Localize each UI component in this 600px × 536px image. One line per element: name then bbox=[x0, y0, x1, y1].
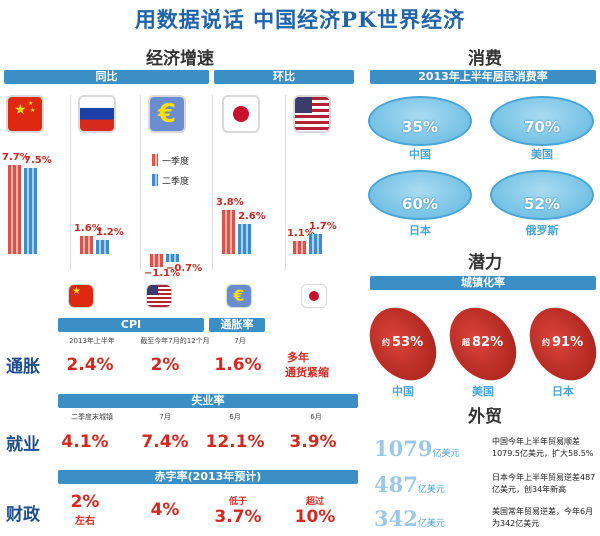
eu-deficit: 低于 3.7% bbox=[214, 497, 262, 527]
china-flag-icon: ★ ★ ★ bbox=[6, 95, 44, 133]
trade-row-china: 1079亿美元 中国今年上半年贸易顺差1079.5亿美元，扩大58.5% bbox=[374, 436, 598, 466]
us-employment-period: 7月 bbox=[159, 413, 171, 421]
us-consumption-label: 美国 bbox=[531, 148, 553, 161]
growth-bar-5-q1 bbox=[293, 241, 306, 254]
growth-bar-2-q2 bbox=[96, 240, 109, 254]
growth-heading: 经济增速 bbox=[146, 49, 214, 69]
china-flag-small-icon: ★ bbox=[68, 284, 94, 308]
growth-bar-1-q1 bbox=[8, 165, 21, 254]
eu-inflation-value: 1.6% bbox=[214, 355, 262, 375]
legend-q1-swatch bbox=[152, 154, 158, 166]
us-urbanization-value: 超 82% bbox=[462, 335, 504, 350]
cpi-header: CPI bbox=[58, 318, 204, 332]
usa-flag-icon bbox=[293, 95, 331, 133]
growth-value-3-q1: −1.1% bbox=[144, 267, 181, 279]
fiscal-row-label: 财政 bbox=[6, 505, 40, 525]
japan-urbanization-value: 约 91% bbox=[542, 335, 584, 350]
japan-flag-small-icon bbox=[301, 284, 327, 308]
china-consumption-label: 中国 bbox=[409, 148, 431, 161]
growth-value-5-q1: 1.1% bbox=[287, 228, 315, 240]
china-cpi-period: 2013年上半年 bbox=[69, 337, 115, 345]
growth-value-2-q2: 1.2% bbox=[96, 227, 124, 239]
usa-flag-small-icon bbox=[146, 284, 172, 308]
japan-deficit: 超过 10% bbox=[294, 497, 336, 527]
urbanization-subheader: 城镇化率 bbox=[370, 276, 596, 290]
euro-flag-icon: € bbox=[148, 95, 186, 133]
growth-bar-4-q2 bbox=[238, 224, 251, 254]
china-consumption-disc bbox=[368, 96, 472, 146]
trade-value: 1079 bbox=[374, 436, 433, 461]
japan-consumption-pct: 60% bbox=[402, 195, 438, 213]
trade-value: 342 bbox=[374, 506, 418, 531]
potential-heading: 潜力 bbox=[468, 253, 502, 273]
employment-row-label: 就业 bbox=[6, 435, 40, 455]
growth-bar-1-q2 bbox=[24, 167, 37, 254]
tab-qoq: 环比 bbox=[214, 70, 354, 84]
trade-desc: 美国常年贸易逆差，今年6月为342亿美元 bbox=[492, 507, 594, 528]
growth-value-1-q1: 7.7% bbox=[2, 152, 30, 164]
us-deficit-value: 4% bbox=[150, 500, 180, 520]
inflation-rate-header: 通胀率 bbox=[209, 318, 265, 332]
legend-q2-label: 二季度 bbox=[162, 177, 190, 187]
eu-unemployment-value: 12.1% bbox=[205, 432, 265, 452]
us-unemployment-value: 7.4% bbox=[141, 432, 189, 452]
growth-bar-5-q2 bbox=[309, 234, 322, 254]
trade-desc: 日本今年上半年贸易逆差487亿美元，创34年新高 bbox=[492, 473, 596, 494]
legend-q2-swatch bbox=[152, 174, 158, 186]
growth-bar-4-q1 bbox=[222, 210, 235, 254]
page-title: 用数据说话 中国经济PK世界经济 bbox=[134, 7, 466, 32]
growth-bar-3-q1 bbox=[150, 254, 163, 267]
growth-value-4-q1: 3.8% bbox=[216, 197, 244, 209]
growth-value-2-q1: 1.6% bbox=[74, 222, 102, 234]
unemployment-header: 失业率 bbox=[58, 394, 358, 408]
eu-employment-period: 6月 bbox=[229, 413, 241, 421]
japan-consumption-label: 日本 bbox=[409, 224, 431, 237]
growth-bar-2-q1 bbox=[80, 235, 93, 254]
tab-yoy: 同比 bbox=[4, 70, 209, 84]
trade-unit: 亿美元 bbox=[432, 449, 460, 459]
japan-inflation-note: 多年 通货紧缩 bbox=[285, 351, 329, 379]
deficit-header: 赤字率(2013年预计) bbox=[58, 470, 358, 484]
us-consumption-pct: 70% bbox=[524, 118, 560, 136]
growth-value-1-q2: 7.5% bbox=[24, 154, 52, 166]
russia-flag-icon bbox=[78, 95, 116, 133]
growth-bar-3-q2 bbox=[166, 254, 179, 263]
trade-desc: 中国今年上半年贸易顺差1079.5亿美元，扩大58.5% bbox=[492, 437, 594, 458]
china-deficit: 2% 左右 bbox=[70, 492, 100, 527]
growth-value-4-q2: 2.6% bbox=[238, 211, 266, 223]
trade-row-us: 342亿美元 美国常年贸易逆差，今年6月为342亿美元 bbox=[374, 506, 598, 536]
trade-heading: 外贸 bbox=[468, 407, 502, 427]
growth-value-5-q2: 1.7% bbox=[309, 221, 337, 233]
japan-employment-period: 6月 bbox=[310, 413, 322, 421]
japan-urbanization-label: 日本 bbox=[552, 385, 574, 398]
consumption-heading: 消费 bbox=[468, 49, 502, 69]
japan-consumption-disc bbox=[368, 170, 472, 220]
japan-unemployment-value: 3.9% bbox=[289, 432, 337, 452]
legend-q1-label: 一季度 bbox=[162, 157, 190, 167]
inflation-row-label: 通胀 bbox=[6, 357, 40, 377]
china-unemployment-value: 4.1% bbox=[61, 432, 109, 452]
russia-consumption-pct: 52% bbox=[524, 195, 560, 213]
eu-inflation-period: 7月 bbox=[234, 337, 246, 345]
trade-unit: 亿美元 bbox=[417, 519, 445, 529]
russia-consumption-label: 俄罗斯 bbox=[525, 224, 559, 237]
consumption-subheader: 2013年上半年居民消费率 bbox=[370, 70, 596, 84]
china-urbanization-label: 中国 bbox=[392, 385, 414, 398]
trade-row-japan: 487亿美元 日本今年上半年贸易逆差487亿美元，创34年新高 bbox=[374, 472, 598, 502]
russia-consumption-disc bbox=[490, 170, 594, 220]
china-employment-period: 二季度末城镇 bbox=[71, 413, 113, 421]
us-consumption-disc bbox=[490, 96, 594, 146]
china-urbanization-value: 约 53% bbox=[382, 335, 424, 350]
us-cpi-period: 截至今年7月的12个月 bbox=[140, 337, 210, 345]
us-cpi-value: 2% bbox=[150, 355, 180, 375]
euro-flag-small-icon: € bbox=[226, 284, 252, 308]
trade-value: 487 bbox=[374, 472, 418, 497]
china-consumption-pct: 35% bbox=[402, 118, 438, 136]
china-cpi-value: 2.4% bbox=[66, 355, 114, 375]
us-urbanization-label: 美国 bbox=[472, 385, 494, 398]
japan-flag-icon bbox=[222, 95, 260, 133]
growth-value-3-q2: −0.7% bbox=[166, 263, 203, 275]
trade-unit: 亿美元 bbox=[417, 485, 445, 495]
